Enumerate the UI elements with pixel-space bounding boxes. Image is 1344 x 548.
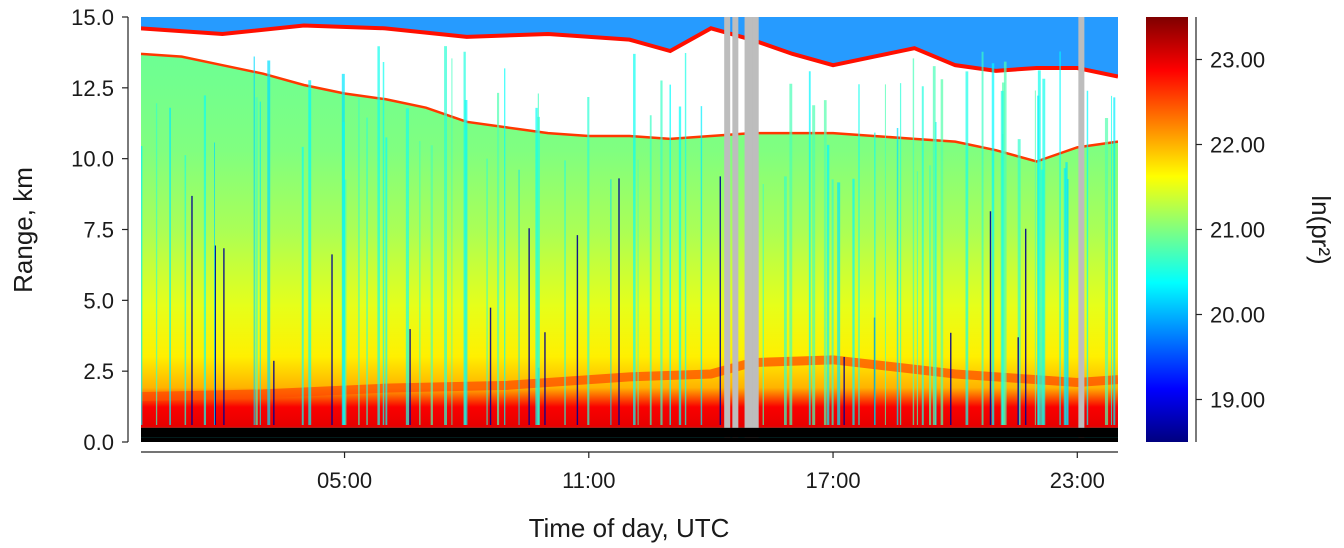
blocked-near-range-band — [141, 437, 1118, 442]
cloud-top-edge — [141, 52, 1118, 163]
y-tick-label: 0.0 — [83, 430, 114, 455]
colorbar-label: ln(pr²) — [1306, 195, 1336, 264]
missing-data-column — [1078, 17, 1085, 442]
backscatter-layers — [141, 17, 1118, 442]
missing-data-column — [744, 17, 751, 442]
y-axis-ticks: 0.0 2.5 5.0 7.5 10.0 12.5 15.0 — [71, 5, 128, 455]
colorbar-tick-label: 19.00 — [1210, 388, 1265, 413]
y-tick-label: 2.5 — [83, 359, 114, 384]
y-tick-label: 7.5 — [83, 218, 114, 243]
plot-area — [141, 17, 1118, 442]
colorbar-tick-label: 23.00 — [1210, 48, 1265, 73]
axes: 0.0 2.5 5.0 7.5 10.0 12.5 15.0 05:00 11:00 17:00… — [8, 5, 1118, 543]
missing-data-columns — [724, 17, 1085, 442]
colorbar-tick-label: 21.00 — [1210, 218, 1265, 243]
missing-data-column — [732, 17, 739, 442]
y-tick-label: 10.0 — [71, 147, 114, 172]
x-tick-label: 11:00 — [562, 468, 615, 493]
colorbar: 19.00 20.00 21.00 22.00 23.00 ln(pr²) — [1146, 17, 1336, 442]
blocked-near-range — [141, 427, 1118, 438]
missing-data-column — [724, 17, 731, 442]
colorbar-tick-label: 22.00 — [1210, 133, 1265, 158]
x-axis-label: Time of day, UTC — [529, 513, 730, 543]
backscatter-field — [141, 53, 1118, 442]
colorbar-ticks: 19.00 20.00 21.00 22.00 23.00 — [1196, 48, 1265, 413]
y-axis-label: Range, km — [8, 167, 38, 293]
missing-data-column — [748, 17, 755, 442]
vertical-streaks — [141, 46, 1116, 425]
x-tick-label: 17:00 — [806, 468, 861, 493]
x-tick-label: 23:00 — [1050, 468, 1105, 493]
y-tick-label: 12.5 — [71, 76, 114, 101]
colorbar-gradient — [1146, 17, 1188, 442]
y-tick-label: 15.0 — [71, 5, 114, 30]
x-axis-ticks: 05:00 11:00 17:00 23:00 — [317, 452, 1105, 493]
x-tick-label: 05:00 — [317, 468, 372, 493]
upper-cloud-layer — [141, 17, 1118, 77]
colorbar-tick-label: 20.00 — [1210, 303, 1265, 328]
missing-data-column — [752, 17, 759, 442]
y-tick-label: 5.0 — [83, 288, 114, 313]
